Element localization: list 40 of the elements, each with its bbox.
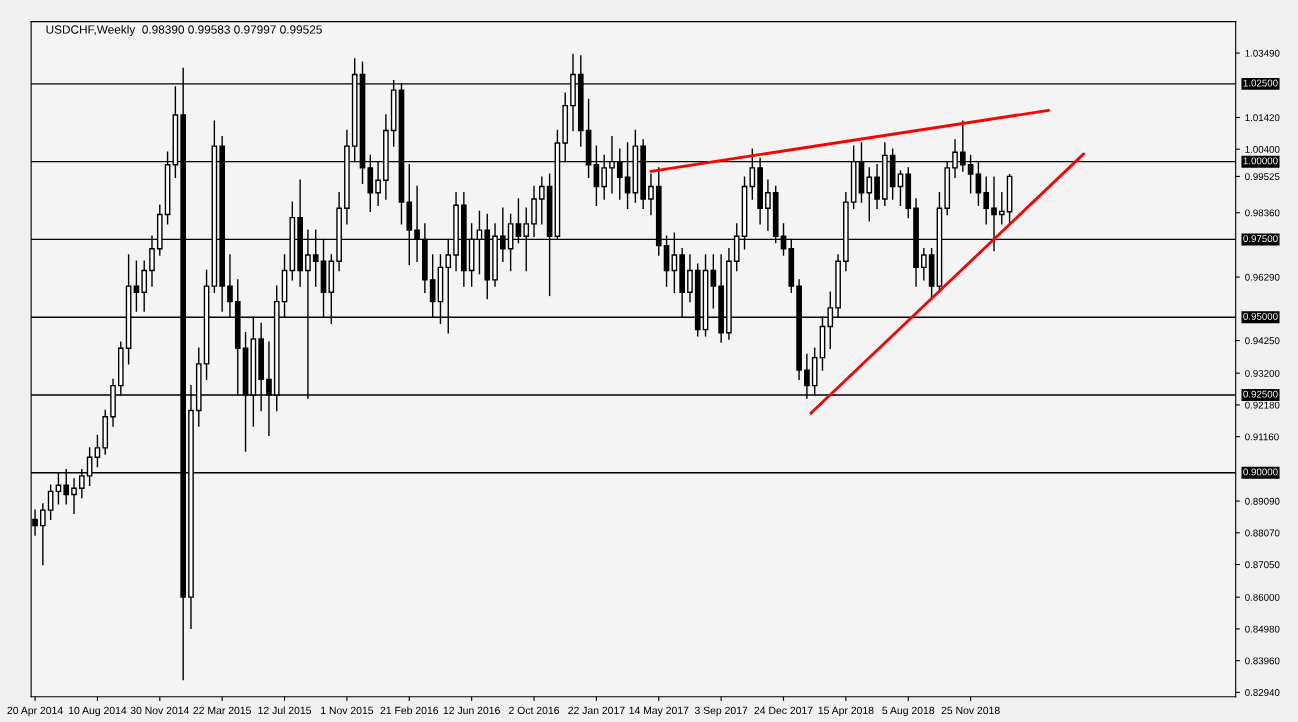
y-tick-label: 0.92180 [1245, 401, 1280, 409]
ref-line-label: 0.95000 [1243, 312, 1278, 320]
x-tick-label: 1 Nov 2015 [321, 706, 374, 715]
y-tick-label: 0.96290 [1245, 273, 1280, 281]
chart-title: USDCHF,Weekly 0.98390 0.99583 0.97997 0.99525 [46, 25, 322, 37]
x-tick-label: 25 Nov 2018 [941, 706, 1000, 715]
x-tick-label: 12 Jun 2016 [443, 706, 500, 715]
y-tick-label: 0.86000 [1245, 593, 1280, 601]
y-tick-label: 0.98360 [1245, 209, 1280, 217]
y-tick-label: 0.83960 [1245, 657, 1280, 665]
ref-line-label: 0.92500 [1243, 390, 1278, 398]
y-tick-label: 0.84980 [1245, 625, 1280, 633]
x-tick-label: 15 Apr 2018 [818, 706, 874, 717]
x-tick-label: 2 Oct 2016 [509, 706, 560, 715]
x-tick-label: 21 Feb 2016 [380, 706, 439, 715]
x-tick-label: 24 Dec 2017 [754, 706, 813, 715]
y-tick-label: 0.93200 [1245, 369, 1280, 377]
x-tick-label: 22 Jan 2017 [568, 706, 625, 715]
y-tick-label: 0.91160 [1245, 433, 1279, 441]
ref-line-label: 1.00000 [1243, 157, 1278, 165]
x-tick-label: 3 Sep 2017 [694, 706, 748, 717]
ref-line-label: 0.97500 [1243, 235, 1278, 243]
x-tick-label: 5 Aug 2018 [882, 706, 935, 717]
y-tick-label: 1.00400 [1245, 145, 1280, 153]
ref-line-label: 1.02500 [1243, 79, 1278, 87]
x-tick-label: 10 Aug 2014 [68, 706, 127, 717]
y-tick-label: 0.99525 [1245, 173, 1280, 181]
y-tick-label: 0.88070 [1245, 529, 1280, 537]
y-tick-label: 0.89090 [1245, 497, 1280, 505]
x-tick-label: 12 Jul 2015 [258, 706, 312, 715]
y-tick-label: 0.82940 [1245, 689, 1280, 696]
ref-line-label: 0.90000 [1243, 468, 1278, 476]
x-tick-label: 22 Mar 2015 [193, 706, 251, 715]
x-tick-label: 20 Apr 2014 [7, 706, 63, 717]
y-tick-label: 0.94250 [1245, 337, 1280, 345]
y-tick-label: 0.87050 [1245, 561, 1280, 569]
y-tick-label: 1.01420 [1245, 114, 1280, 122]
x-tick-label: 14 May 2017 [629, 706, 689, 717]
x-tick-label: 30 Nov 2014 [130, 706, 190, 715]
y-tick-label: 1.03490 [1245, 49, 1280, 57]
